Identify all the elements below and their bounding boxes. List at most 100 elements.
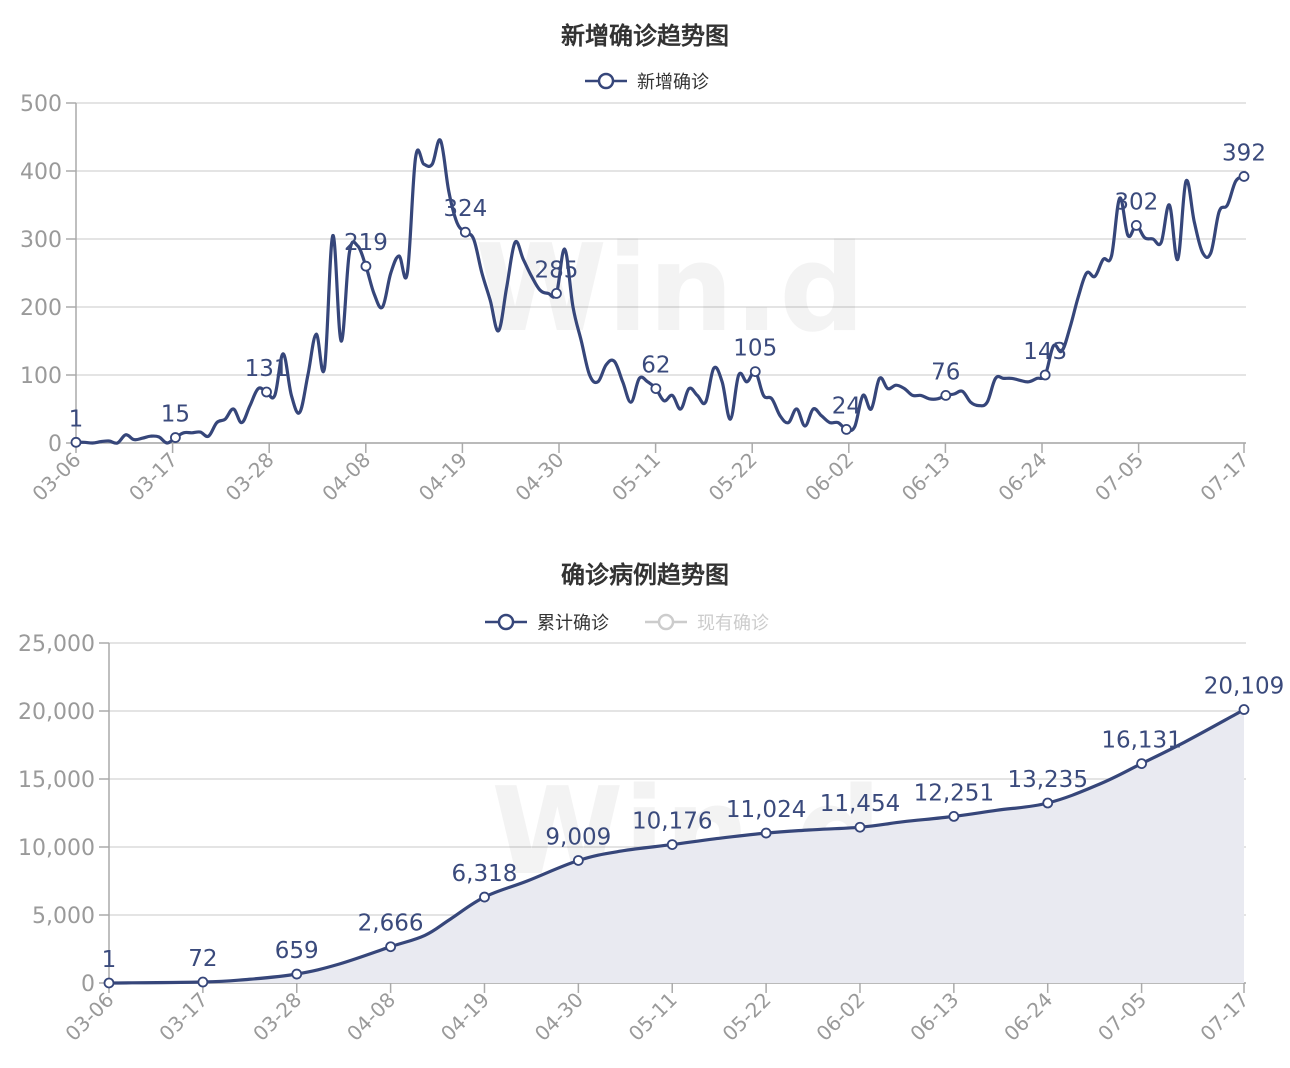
new-cases-x-tick-label: 04-30: [510, 448, 568, 506]
new-cases-x-tick-label: 03-17: [124, 448, 182, 506]
new-cases-x-tick-label: 04-08: [317, 448, 375, 506]
cumulative-cases-x-tick-label: 07-05: [1093, 988, 1151, 1046]
new-cases-data-point: [1238, 171, 1250, 182]
cumulative-cases-data-label: 659: [275, 938, 319, 964]
cumulative-cases-data-point: [197, 976, 209, 988]
new-cases-x-tick-label: 07-05: [1090, 448, 1148, 506]
new-cases-data-label: 219: [344, 230, 388, 256]
new-cases-x-tick-label: 05-11: [607, 448, 665, 506]
cumulative-cases-data-label: 6,318: [452, 861, 518, 887]
new-cases-y-tick-label: 100: [20, 364, 62, 389]
cumulative-cases-data-label: 2,666: [358, 911, 424, 937]
cumulative-cases-data-point: [1238, 704, 1250, 715]
cumulative-cases-data-label: 9,009: [545, 824, 611, 850]
cumulative-cases-x-tick-label: 05-22: [718, 988, 776, 1046]
cumulative-cases-data-point: [666, 839, 678, 851]
new-cases-data-label: 24: [832, 393, 861, 419]
new-cases-data-label: 143: [1023, 339, 1067, 365]
cumulative-cases-data-label: 13,235: [1007, 767, 1087, 793]
cumulative-cases-x-tick-label: 03-28: [248, 988, 306, 1046]
new-cases-data-point: [551, 287, 562, 299]
legend-marker-icon: [597, 72, 615, 90]
new-cases-data-point: [261, 386, 272, 398]
cumulative-cases-y-tick-label: 10,000: [18, 836, 95, 861]
new-cases-data-point: [1130, 219, 1142, 231]
cumulative-cases-data-point: [291, 968, 303, 980]
new-cases-data-label: 1: [69, 406, 84, 432]
cumulative-cases-x-tick-label: 04-19: [436, 988, 494, 1046]
new-cases-y-tick-label: 200: [20, 296, 62, 321]
new-cases-y-tick-label: 500: [20, 92, 62, 117]
cumulative-cases-y-tick-label: 25,000: [18, 632, 95, 657]
cumulative-cases-x-tick-label: 06-13: [905, 988, 963, 1046]
legend-label: 累计确诊: [537, 613, 609, 634]
new-cases-chart: 新增确诊趋势图新增确诊0100200300400500Win.d03-0603-…: [20, 22, 1266, 506]
cumulative-cases-legend-item-2: 现有确诊: [645, 613, 769, 634]
new-cases-data-point: [170, 432, 181, 443]
new-cases-data-point: [940, 389, 952, 401]
new-cases-data-point: [650, 383, 662, 395]
cumulative-cases-chart-panel: 确诊病例趋势图 累计确诊 现有确诊 0 5,000 10,000 15,000 20,000 2…: [0, 540, 1290, 1068]
cumulative-cases-y-tick-label: 15,000: [18, 768, 95, 793]
new-cases-data-point: [749, 366, 761, 378]
cumulative-cases-x-tick-label: 05-11: [624, 988, 682, 1046]
cumulative-cases-data-point: [854, 821, 866, 833]
new-cases-y-tick-label: 400: [20, 160, 62, 185]
legend-label: 新增确诊: [637, 72, 709, 93]
cumulative-cases-data-label: 20,109: [1204, 674, 1284, 700]
new-cases-data-point: [459, 226, 471, 238]
cumulative-cases-x-tick-label: 04-08: [342, 988, 400, 1046]
new-cases-data-point: [840, 423, 852, 435]
new-cases-data-label: 76: [931, 359, 960, 385]
new-cases-data-label: 105: [733, 336, 777, 362]
new-cases-chart-panel: 新增确诊趋势图新增确诊0100200300400500Win.d03-0603-…: [0, 0, 1290, 530]
new-cases-data-label: 62: [641, 353, 670, 379]
legend-marker-icon: [657, 613, 675, 631]
cumulative-cases-y-tick-label: 5,000: [32, 904, 95, 929]
cumulative-cases-series-line: [108, 708, 1245, 985]
cumulative-cases-chart-title: 确诊病例趋势图: [561, 561, 729, 589]
new-cases-x-tick-label: 06-02: [800, 448, 858, 506]
cumulative-cases-x-tick-label: 06-02: [811, 988, 869, 1046]
cumulative-cases-data-label: 1: [102, 947, 117, 973]
new-cases-data-label: 324: [443, 196, 487, 222]
cumulative-cases-data-point: [948, 810, 960, 822]
cumulative-cases-data-label: 11,024: [726, 797, 806, 823]
cumulative-cases-data-point: [1136, 758, 1147, 770]
cumulative-cases-x-tick-label: 07-17: [1195, 988, 1253, 1046]
new-cases-legend-item-1: 新增确诊: [585, 72, 709, 93]
new-cases-x-tick-label: 06-13: [897, 448, 955, 506]
cumulative-cases-data-label: 16,131: [1101, 728, 1181, 754]
new-cases-x-tick-label: 07-17: [1195, 448, 1253, 506]
new-cases-data-label: 392: [1222, 140, 1266, 166]
cumulative-cases-data-label: 72: [188, 946, 217, 972]
cumulative-cases-data-point: [572, 855, 584, 866]
new-cases-x-tick-label: 05-22: [704, 448, 762, 506]
new-cases-chart-title: 新增确诊趋势图: [561, 22, 729, 50]
cumulative-cases-data-label: 10,176: [632, 809, 712, 835]
new-cases-data-point: [1039, 369, 1051, 381]
cumulative-cases-data-label: 12,251: [914, 780, 994, 806]
cumulative-cases-x-tick-label: 04-30: [530, 988, 588, 1046]
new-cases-data-label: 15: [161, 402, 190, 428]
legend-label: 现有确诊: [697, 613, 769, 634]
cumulative-cases-legend-item-1: 累计确诊: [485, 613, 609, 634]
cumulative-cases-data-point: [385, 941, 397, 953]
cumulative-cases-data-point: [1042, 797, 1054, 809]
legend-marker-icon: [497, 613, 515, 631]
cumulative-cases-x-tick-label: 06-24: [999, 988, 1057, 1046]
cumulative-cases-data-point: [479, 891, 490, 903]
new-cases-data-label: 302: [1114, 189, 1158, 215]
new-cases-x-tick-label: 06-24: [993, 448, 1051, 506]
cumulative-cases-y-tick-label: 20,000: [18, 700, 95, 725]
new-cases-data-point: [360, 260, 372, 272]
new-cases-data-label: 285: [535, 257, 579, 283]
cumulative-cases-data-point: [103, 977, 115, 989]
new-cases-y-tick-label: 0: [48, 432, 62, 457]
new-cases-x-tick-label: 03-28: [221, 448, 279, 506]
new-cases-data-label: 131: [245, 356, 289, 382]
new-cases-data-point: [70, 436, 82, 448]
cumulative-cases-data-label: 11,454: [820, 791, 900, 817]
new-cases-watermark: Win.d: [475, 220, 865, 359]
